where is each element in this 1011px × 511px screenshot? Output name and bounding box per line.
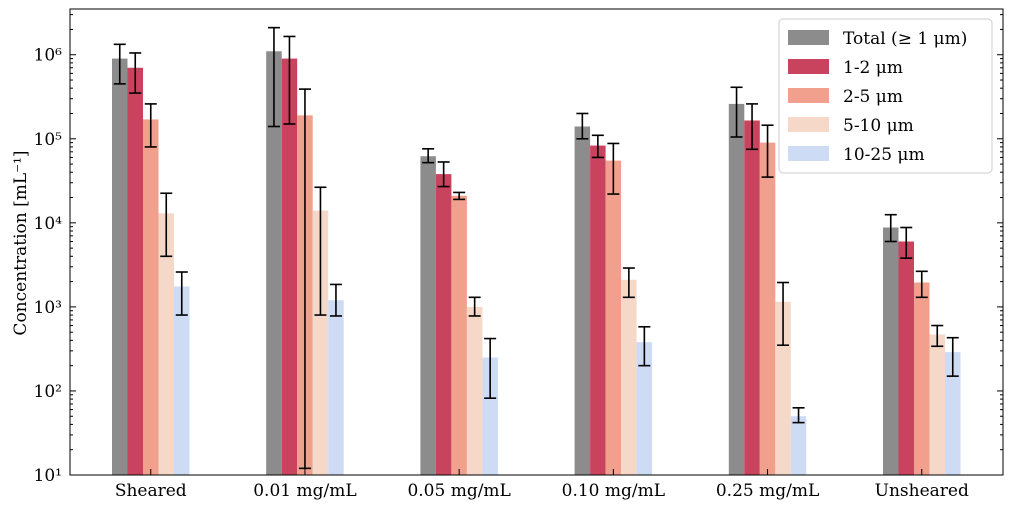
- y-tick-label: 10⁶: [34, 46, 63, 66]
- bar: [174, 286, 190, 475]
- axes-layer: 10¹ 10² 10³ 10⁴ 10⁵ 10⁶ Sheared 0.01 mg/mL 0.05 …: [34, 8, 1004, 501]
- bar: [328, 300, 344, 475]
- bar: [790, 416, 807, 475]
- legend-box: [778, 18, 993, 174]
- bar: [112, 58, 128, 475]
- bar: [636, 342, 653, 475]
- bar: [266, 51, 282, 476]
- legend-swatch: [788, 59, 829, 74]
- plot-frame: [69, 8, 1004, 476]
- bars-layer: [112, 51, 961, 476]
- y-tick-label: 10²: [34, 382, 62, 402]
- legend-swatch: [788, 30, 829, 45]
- bar: [605, 160, 622, 476]
- legend-swatch: [788, 117, 829, 132]
- bar: [420, 156, 436, 476]
- legend-label: Total (≥ 1 μm): [843, 29, 967, 49]
- legend: Total (≥ 1 μm) 1-2 μm 2-5 μm 5-10 μm 10-25 μ…: [778, 18, 993, 174]
- bar: [312, 210, 329, 475]
- legend-label: 2-5 μm: [843, 87, 903, 107]
- bar: [914, 282, 930, 475]
- bar: [759, 142, 776, 476]
- bar: [621, 279, 637, 475]
- bar: [281, 58, 298, 475]
- bar: [482, 357, 498, 475]
- bar: [883, 227, 899, 475]
- bar: [127, 67, 143, 475]
- x-tick-label: Sheared: [115, 481, 187, 501]
- x-tick-label: 0.25 mg/mL: [716, 481, 819, 501]
- bar: [574, 126, 591, 476]
- bar: [590, 145, 606, 475]
- x-tick-label: Unsheared: [875, 481, 969, 501]
- bar: [898, 241, 914, 475]
- legend-label: 10-25 μm: [843, 145, 925, 165]
- bar: [728, 103, 745, 476]
- x-tick-label: 0.01 mg/mL: [253, 481, 356, 501]
- legend-swatch: [788, 88, 829, 103]
- bar: [143, 119, 159, 476]
- y-tick-label: 10³: [34, 298, 62, 318]
- y-tick-label: 10¹: [34, 466, 62, 486]
- bar: [744, 120, 760, 475]
- x-tick-label: 0.05 mg/mL: [407, 481, 510, 501]
- y-tick-label: 10⁵: [34, 130, 63, 150]
- legend-label: 1-2 μm: [843, 58, 903, 78]
- bar: [158, 213, 174, 475]
- bar: [929, 334, 945, 475]
- y-axis-label: Concentration [mL⁻¹]: [11, 150, 31, 335]
- legend-swatch: [788, 146, 829, 161]
- bar: [466, 306, 483, 475]
- legend-label: 5-10 μm: [843, 116, 914, 136]
- y-tick-label: 10⁴: [34, 214, 63, 234]
- bar: [435, 174, 452, 475]
- bar: [451, 195, 467, 476]
- x-tick-label: 0.10 mg/mL: [562, 481, 665, 501]
- bar: [945, 352, 961, 475]
- error-bars-layer: [113, 26, 959, 470]
